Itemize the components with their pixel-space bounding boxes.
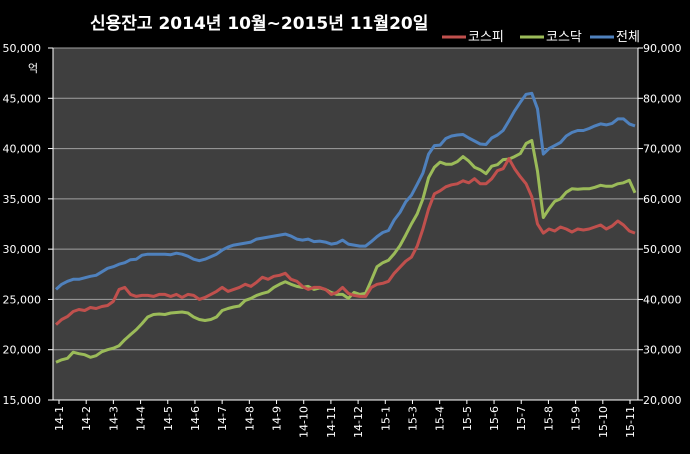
series-line-kospi (54, 157, 636, 326)
x-tick-label: 14-4 (135, 406, 148, 431)
y-right-tick-label: 50,000 (643, 243, 682, 256)
legend-label-kospi: 코스피 (468, 30, 504, 45)
y-left-tick-label: 25,000 (3, 293, 42, 306)
y-right-tick-label: 80,000 (643, 92, 682, 105)
chart-title: 신용잔고 2014년 10월~2015년 11월20일 (90, 14, 428, 34)
x-tick-label: 15-7 (515, 406, 528, 431)
y-right-tick-label: 40,000 (643, 293, 682, 306)
x-tick-label: 14-10 (298, 406, 311, 438)
x-tick-label: 15-5 (461, 406, 474, 431)
x-tick-label: 15-10 (597, 406, 610, 438)
y-right-tick-label: 70,000 (643, 143, 682, 156)
x-tick-label: 14-1 (53, 406, 66, 431)
y-left-tick-label: 45,000 (3, 92, 42, 105)
legend: 코스피 코스닥 전체 (442, 30, 640, 45)
x-tick-label: 15-1 (379, 406, 392, 431)
y-right-tick-label: 60,000 (643, 193, 682, 206)
x-tick-label: 15-4 (434, 406, 447, 431)
y-left-tick-label: 15,000 (3, 394, 42, 407)
x-tick-label: 14-11 (325, 406, 338, 438)
x-tick-label: 15-9 (570, 406, 583, 431)
axes: 15,000 20,000 25,000 30,000 35,000 40,000 45,0… (3, 42, 682, 438)
x-tick-label: 15-3 (406, 406, 419, 431)
series-line-total (54, 91, 636, 291)
x-tick-label: 15-11 (624, 406, 637, 438)
x-tick-label: 14-12 (352, 406, 365, 438)
series-line-kosdaq (55, 139, 637, 364)
y-right-tick-label: 20,000 (643, 394, 682, 407)
x-tick-label: 15-6 (488, 406, 501, 431)
legend-label-total: 전체 (616, 30, 640, 45)
x-tick-label: 14-2 (80, 406, 93, 431)
x-tick-label: 14-5 (162, 406, 175, 431)
y-left-tick-label: 30,000 (3, 243, 42, 256)
y-right-tick-label: 30,000 (643, 344, 682, 357)
x-tick-label: 14-6 (189, 406, 202, 431)
plot-area (53, 48, 638, 400)
y-left-tick-label: 40,000 (3, 143, 42, 156)
y-right-tick-label: 90,000 (643, 42, 682, 55)
x-tick-label: 14-8 (243, 406, 256, 431)
y-left-tick-label: 20,000 (3, 344, 42, 357)
x-tick-label: 14-7 (216, 406, 229, 431)
x-tick-label: 14-9 (271, 406, 284, 431)
legend-label-kosdaq: 코스닥 (546, 30, 582, 45)
x-tick-label: 15-8 (542, 406, 555, 431)
series (54, 91, 637, 364)
x-tick-label: 14-3 (107, 406, 120, 431)
y-axis-unit-label: 억 (28, 62, 38, 75)
y-left-tick-label: 50,000 (3, 42, 42, 55)
y-left-tick-label: 35,000 (3, 193, 42, 206)
